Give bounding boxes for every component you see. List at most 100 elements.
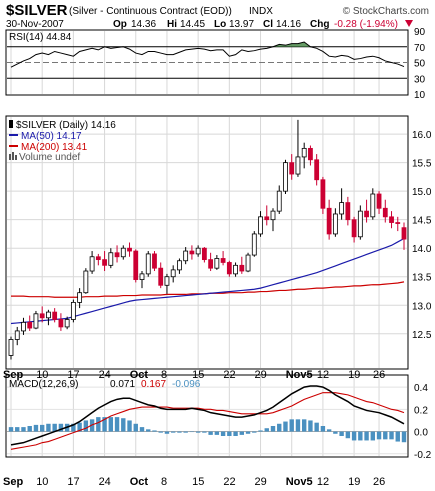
macd-hist-bar xyxy=(383,431,388,440)
candle-body xyxy=(33,313,39,329)
macd-hist-bar xyxy=(83,420,89,432)
macd-hist-bar xyxy=(320,426,326,432)
grid-layer xyxy=(7,31,407,456)
candle-body xyxy=(264,216,270,221)
rsi-legend-text: RSI(14) 44.84 xyxy=(9,32,72,43)
macd-xaxis-tick-label: 29 xyxy=(255,476,267,488)
candle-body xyxy=(133,250,139,280)
rsi-line xyxy=(10,41,405,68)
price-tick-label: 13.0 xyxy=(412,301,432,312)
candle-body xyxy=(239,264,245,272)
rsi-legend: RSI(14) 44.84 xyxy=(9,32,72,43)
price-xaxis-tick-label: Sep xyxy=(3,369,23,381)
open-label: Op xyxy=(113,19,127,30)
price-xaxis-tick-label: 22 xyxy=(223,369,235,381)
price-tick-label: 16.0 xyxy=(412,130,432,141)
candle-body xyxy=(14,330,20,340)
macd-hist-bar xyxy=(277,423,282,432)
macd-tick-label: 0.4 xyxy=(414,383,428,394)
candle-body xyxy=(183,250,189,262)
candle-body xyxy=(351,219,357,238)
macd-signal-line xyxy=(10,392,405,450)
macd-hist-bar xyxy=(133,423,138,432)
price-xaxis-tick-label: 19 xyxy=(348,369,360,381)
macd-layer xyxy=(8,385,407,450)
macd-hist-bar xyxy=(376,431,382,440)
candle-body xyxy=(164,276,170,286)
candle-body xyxy=(220,258,226,263)
macd-xaxis-tick-label: 8 xyxy=(161,476,167,488)
candle-body xyxy=(177,260,182,271)
macd-hist-value: -0.096 xyxy=(172,379,201,390)
macd-hist-bar xyxy=(183,431,188,433)
macd-xaxis-tick-label: 19 xyxy=(348,476,360,488)
candle-body xyxy=(326,207,332,235)
macd-hist-bar xyxy=(208,431,213,435)
candle-body xyxy=(314,159,320,181)
macd-hist-bar xyxy=(283,421,288,432)
macd-legend-label: MACD(12,26,9) xyxy=(9,379,78,390)
symbol-title: $SILVER xyxy=(6,2,68,19)
candle-body xyxy=(214,258,220,269)
candle-body xyxy=(226,262,232,275)
candle-body xyxy=(139,273,145,280)
macd-hist-bar xyxy=(202,431,207,433)
macd-hist-bar xyxy=(301,419,307,432)
rsi-tick-label: 70 xyxy=(414,43,426,54)
candle-body xyxy=(332,213,338,235)
candle-body xyxy=(158,267,164,286)
candle-body xyxy=(195,247,201,255)
macd-hist-bar xyxy=(333,431,338,434)
candle-body xyxy=(357,210,363,238)
candle-body xyxy=(95,256,101,261)
macd-legend: MACD(12,26,9) 0.071 0.167 -0.096 xyxy=(9,379,201,390)
macd-hist-bar xyxy=(252,431,257,433)
price-tick-label: 13.5 xyxy=(412,273,432,284)
price-xaxis-tick-label: Nov5 xyxy=(286,369,313,381)
close-value: 14.16 xyxy=(276,19,301,30)
axis-layer: Sep 10 17 24 Oct 8 15 22 29 Nov5 12 19 26 Sep 10 17 24 Oc… xyxy=(3,27,432,488)
price-legend-text: $SILVER (Daily) 14.16 xyxy=(16,120,116,131)
macd-xaxis-tick-label: 24 xyxy=(99,476,111,488)
macd-hist-bar xyxy=(270,426,276,432)
macd-hist-bar xyxy=(158,431,163,433)
price-xaxis-tick-label: 24 xyxy=(99,369,111,381)
macd-tick-label: -0.2 xyxy=(414,450,432,461)
macd-hist-bar xyxy=(71,423,76,432)
candle-body xyxy=(208,259,214,269)
candle-body xyxy=(21,321,26,332)
change-label: Chg xyxy=(310,19,329,30)
price-tick-label: 12.5 xyxy=(412,330,432,341)
macd-hist-bar xyxy=(308,420,313,432)
candle-body xyxy=(64,319,70,328)
macd-hist-bar xyxy=(177,431,182,433)
candle-body xyxy=(245,254,251,272)
macd-hist-bar xyxy=(220,431,226,436)
candle-body xyxy=(70,301,76,320)
macd-hist-bar xyxy=(77,422,82,432)
macd-xaxis-tick-label: 10 xyxy=(36,476,48,488)
price-xaxis-tick-label: 15 xyxy=(192,369,204,381)
macd-hist-bar xyxy=(326,429,332,432)
high-label: Hi xyxy=(167,19,177,30)
price-xaxis-tick-label: Oct xyxy=(130,369,149,381)
change-value: -0.28 (-1.94%) xyxy=(334,19,398,30)
price-layer xyxy=(8,119,407,360)
macd-hist-bar xyxy=(27,426,32,432)
candle-body xyxy=(382,207,388,218)
macd-hist-bar xyxy=(108,417,114,432)
macd-hist-bar xyxy=(58,423,64,432)
quote-date: 30-Nov-2007 xyxy=(6,19,64,30)
macd-hist-bar xyxy=(8,427,14,432)
volume-legend-text: Volume undef xyxy=(19,152,80,163)
close-label: Cl xyxy=(263,19,273,30)
candle-body xyxy=(339,202,345,215)
rsi-layer xyxy=(7,41,407,79)
candle-body xyxy=(52,311,58,320)
macd-hist-bar xyxy=(15,427,20,432)
candle-body xyxy=(233,264,238,275)
macd-hist-bar xyxy=(214,431,220,435)
candle-body xyxy=(170,269,176,278)
macd-hist-bar xyxy=(33,424,39,432)
